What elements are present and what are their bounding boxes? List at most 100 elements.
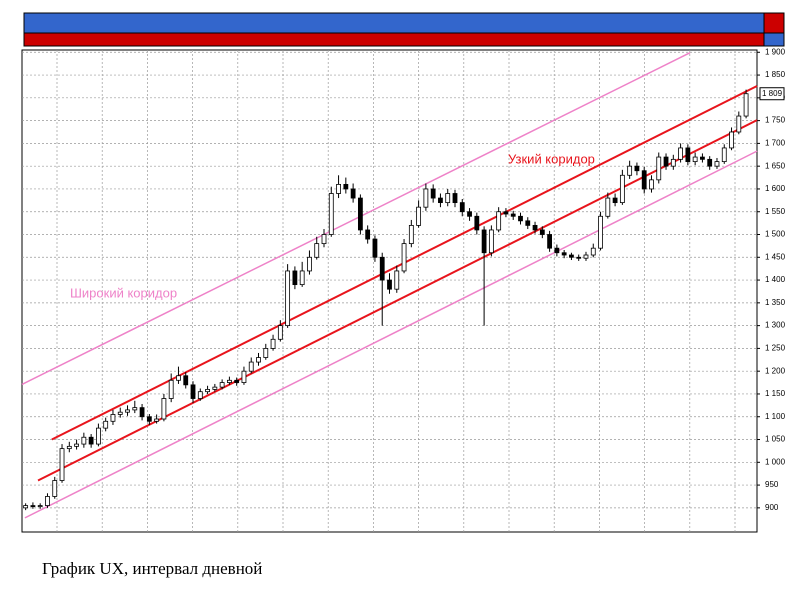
y-tick-label: 1 200 [765,366,786,375]
candle-body [554,247,560,254]
candle-body [430,188,436,199]
candle-body [212,386,218,390]
candle-body [197,391,203,399]
candle-body [241,370,247,383]
candle-body [569,254,574,258]
candle-body [743,93,749,117]
y-tick-label: 1 700 [765,139,786,148]
candle-body [503,211,509,215]
candle-body [219,382,225,388]
candle-body [74,443,79,447]
candle-body [510,213,516,217]
y-tick-label: 1 350 [765,298,786,307]
candle-body [590,247,596,256]
candle-body [525,220,531,226]
candle-body [234,379,240,383]
candle-body [52,480,58,497]
candle-body [401,243,407,272]
candle-body [357,197,363,231]
candle-body [707,158,713,167]
candle-body [605,197,611,217]
candle-body [685,147,691,163]
candle-body [227,379,232,383]
y-tick-label: 1 000 [765,457,786,466]
candle-body [205,389,210,393]
candle-body [438,197,443,204]
candle-body [518,215,523,222]
candle-body [459,202,465,213]
toolbar-red-square [763,12,785,34]
candle-body [23,505,29,509]
candle-body [321,234,327,245]
y-tick-label: 1 750 [765,116,786,125]
candle-body [379,256,385,281]
candle-body [299,270,305,286]
candle-body [88,436,94,445]
candle-body [576,256,582,259]
toolbar-blue [23,12,765,34]
candle-body [721,147,727,163]
y-tick-label: 1 900 [765,47,786,56]
y-tick-label: 1 600 [765,184,786,193]
candle-body [598,215,603,249]
candle-body [37,505,43,507]
y-tick-label: 1 500 [765,230,786,239]
candle-body [481,229,487,254]
last-price-label: 1 809 [762,89,783,98]
candle-body [634,165,640,172]
candle-body [277,325,283,340]
candle-body [59,448,65,481]
candle-body [161,398,167,420]
candle-body [670,158,676,167]
candle-body [190,384,196,399]
candle-body [66,445,72,450]
candle-body [612,197,618,204]
y-tick-label: 1 650 [765,161,786,170]
candle-body [176,375,181,381]
y-tick-label: 1 550 [765,207,786,216]
channel-line [24,150,758,519]
candle-body [467,211,472,217]
candle-body [496,211,502,231]
y-tick-label: 1 100 [765,412,786,421]
candle-body [125,409,130,413]
candle-body [663,156,669,167]
candle-body [692,156,698,163]
candle-body [30,505,36,507]
candle-body [532,224,538,231]
candle-body [117,411,123,415]
candle-body [678,147,683,160]
candle-body [263,348,269,358]
candle-body [292,270,298,286]
candle-body [270,338,276,349]
candle-body [285,270,291,327]
candle-body [139,407,145,418]
caption: График UX, интервал дневной [42,559,262,578]
y-tick-label: 1 850 [765,70,786,79]
candle-body [583,254,589,259]
candle-body [248,361,254,372]
candle-body [641,170,647,190]
y-tick-label: 1 300 [765,321,786,330]
candle-body [387,279,392,290]
candle-body [700,156,705,160]
candle-body [328,193,334,235]
channel-line [21,52,691,386]
candle-body [372,238,378,258]
y-tick-label: 1 250 [765,344,786,353]
candle-body [619,174,625,204]
candle-body [729,131,734,149]
y-tick-label: 1 150 [765,389,786,398]
last-price-box [759,87,785,101]
candle-body [416,206,422,226]
candle-body [547,234,552,249]
toolbar-blue-square [763,32,785,47]
candle-body [110,414,116,422]
candle-body [488,229,494,254]
candle-body [408,224,414,245]
y-tick-label: 900 [765,503,779,512]
annotation: Широкий коридор [70,285,177,300]
toolbar-red [23,32,765,47]
y-tick-label: 1 450 [765,252,786,261]
